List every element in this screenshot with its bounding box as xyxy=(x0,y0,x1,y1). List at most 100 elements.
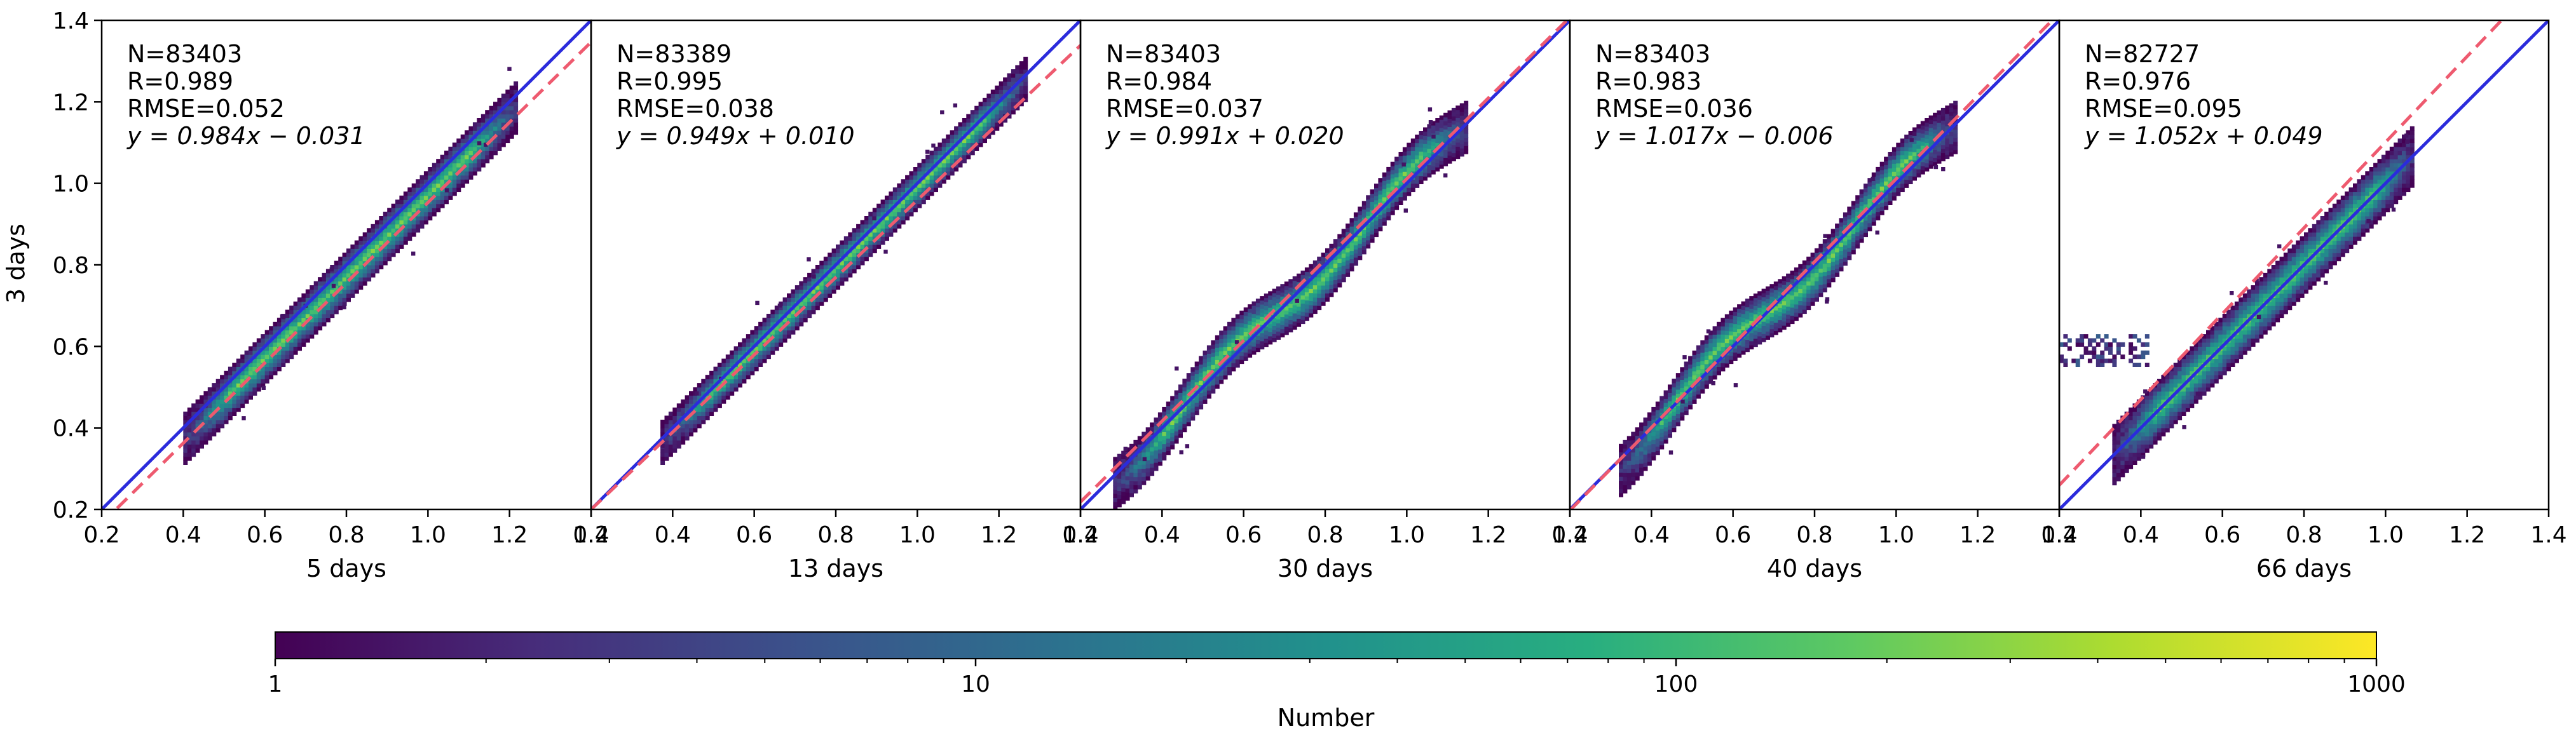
density-cell xyxy=(362,240,367,245)
density-cell xyxy=(1333,288,1338,293)
density-cell xyxy=(215,424,221,429)
density-cell xyxy=(391,236,396,241)
density-cell xyxy=(1798,288,1803,293)
density-cell xyxy=(1912,147,1917,152)
density-cell xyxy=(2136,432,2141,437)
density-cell xyxy=(354,244,359,249)
density-cell xyxy=(940,110,944,114)
density-cell xyxy=(1663,394,1668,399)
density-cell xyxy=(2153,436,2158,441)
density-cell xyxy=(1659,441,1665,446)
density-cell xyxy=(1761,288,1766,293)
density-cell xyxy=(1255,335,1260,340)
density-cell xyxy=(1251,342,1257,347)
density-cell xyxy=(941,142,946,147)
density-cell xyxy=(2234,338,2239,343)
density-cell xyxy=(1802,305,1807,310)
density-cell xyxy=(505,130,510,135)
density-cell xyxy=(2247,297,2252,302)
density-cell xyxy=(1688,401,1693,406)
density-cell xyxy=(1215,384,1220,389)
density-cell xyxy=(305,321,310,326)
density-cell xyxy=(1239,351,1244,356)
density-cell xyxy=(1011,90,1016,95)
density-cell xyxy=(1251,350,1257,355)
density-cell xyxy=(1264,302,1269,306)
stats-eq: y = 0.949x + 0.010 xyxy=(616,122,855,150)
density-cell xyxy=(2190,350,2195,355)
density-cell xyxy=(1423,156,1428,161)
density-cell xyxy=(709,379,714,384)
density-cell xyxy=(880,203,885,208)
density-cell xyxy=(2202,350,2207,355)
density-cell xyxy=(1304,271,1309,276)
density-cell xyxy=(1435,122,1440,127)
density-cell xyxy=(1423,152,1428,156)
density-cell xyxy=(1243,328,1248,332)
density-cell xyxy=(2165,403,2170,408)
density-cell xyxy=(444,195,449,200)
density-cell xyxy=(187,444,192,449)
density-cell xyxy=(2234,346,2239,351)
density-cell xyxy=(1145,435,1150,440)
density-cell xyxy=(872,244,877,249)
density-cell xyxy=(1827,266,1832,271)
density-cell xyxy=(1810,252,1815,257)
density-cell xyxy=(191,432,196,437)
density-cell xyxy=(331,283,336,288)
density-cell xyxy=(269,334,274,339)
density-cell xyxy=(1769,333,1775,338)
density-cell xyxy=(1129,472,1134,477)
density-cell xyxy=(762,346,767,351)
density-cell xyxy=(1647,433,1652,438)
density-cell xyxy=(244,366,249,372)
density-cell xyxy=(1871,197,1876,201)
density-cell xyxy=(1757,332,1762,337)
density-cell xyxy=(2185,350,2190,355)
density-cell xyxy=(1206,370,1211,375)
density-cell xyxy=(240,399,245,404)
density-cell xyxy=(448,175,453,180)
density-cell xyxy=(1806,289,1811,294)
density-cell xyxy=(1737,308,1742,313)
density-cell xyxy=(448,183,453,188)
density-cell xyxy=(660,452,665,457)
density-cell xyxy=(1235,330,1240,335)
density-cell xyxy=(1428,107,1433,112)
density-cell xyxy=(1113,457,1118,462)
density-cell xyxy=(779,314,784,318)
density-cell xyxy=(897,208,902,213)
density-cell xyxy=(1855,244,1860,249)
density-cell xyxy=(1394,205,1400,210)
density-cell xyxy=(183,444,188,449)
density-cell xyxy=(1712,351,1717,355)
density-cell xyxy=(2132,448,2137,453)
density-cell xyxy=(2226,350,2232,355)
density-cell xyxy=(1398,168,1403,173)
density-cell xyxy=(1655,438,1660,443)
density-cell xyxy=(232,412,237,416)
density-cell xyxy=(1190,391,1196,396)
density-cell xyxy=(1459,140,1464,145)
density-cell xyxy=(1117,502,1122,508)
density-cell xyxy=(358,269,364,274)
density-cell xyxy=(2226,334,2232,339)
density-cell xyxy=(1741,301,1746,306)
density-cell xyxy=(1443,158,1448,163)
density-cell xyxy=(325,269,331,274)
density-cell xyxy=(1125,480,1130,485)
density-cell xyxy=(750,358,755,363)
density-cell xyxy=(1121,475,1126,480)
density-cell xyxy=(1203,363,1208,368)
density-cell xyxy=(1402,171,1407,177)
density-cell xyxy=(485,130,490,135)
density-cell xyxy=(1300,271,1305,276)
density-cell xyxy=(1317,301,1322,306)
density-cell xyxy=(505,114,510,119)
density-cell xyxy=(1782,321,1787,326)
density-cell xyxy=(2190,383,2195,388)
density-cell xyxy=(1133,456,1138,461)
density-cell xyxy=(419,175,425,180)
density-cell xyxy=(2185,395,2190,400)
density-cell xyxy=(958,130,963,135)
